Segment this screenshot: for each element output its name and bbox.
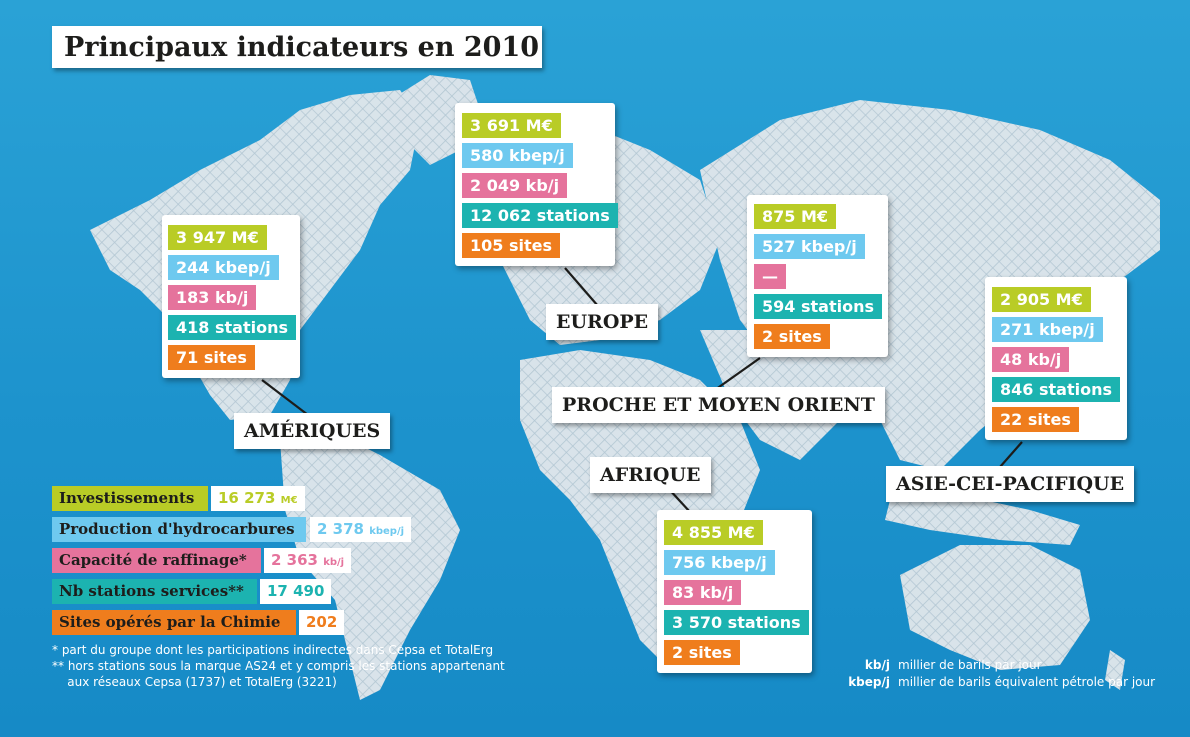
ameriques-raffinage: 183 kb/j — [168, 285, 257, 310]
afrique-stations: 3 570 stations — [664, 610, 809, 635]
units-kbepj: kbep/j millier de barils équivalent pétro… — [842, 674, 1190, 691]
region-label-afrique: AFRIQUE — [590, 457, 711, 493]
proche-orient-sites: 2 sites — [754, 324, 830, 349]
connector-europe — [564, 267, 599, 307]
region-label-asie: ASIE-CEI-PACIFIQUE — [886, 466, 1135, 502]
legend-value-stations: 17 490 — [260, 579, 332, 604]
europe-raffinage: 2 049 kb/j — [462, 173, 568, 198]
proche-orient-stations: 594 stations — [754, 294, 882, 319]
europe-production: 580 kbep/j — [462, 143, 573, 168]
page-title: Principaux indicateurs en 2010 — [52, 26, 542, 68]
legend-label-production: Production d'hydrocarbures — [52, 517, 306, 542]
legend-number-investissements: 16 273 — [218, 489, 276, 507]
region-label-ameriques: AMÉRIQUES — [234, 413, 391, 449]
card-afrique: 4 855 M€ 756 kbep/j 83 kb/j 3 570 statio… — [657, 510, 812, 673]
units-kbj: kb/j millier de barils par jour — [842, 657, 1042, 674]
continent-australia — [900, 545, 1090, 670]
asie-sites: 22 sites — [992, 407, 1079, 432]
afrique-sites: 2 sites — [664, 640, 740, 665]
continent-indonesia — [885, 495, 1080, 545]
connector-ameriques — [261, 379, 313, 419]
ameriques-sites: 71 sites — [168, 345, 255, 370]
proche-orient-investissements: 875 M€ — [754, 204, 837, 229]
continent-south-america — [280, 430, 460, 700]
card-proche-orient: 875 M€ 527 kbep/j — 594 stations 2 sites — [747, 195, 888, 357]
asie-investissements: 2 905 M€ — [992, 287, 1091, 312]
region-label-proche-orient: PROCHE ET MOYEN ORIENT — [552, 387, 885, 423]
legend-unit-production: kbep/j — [369, 526, 405, 537]
card-ameriques: 3 947 M€ 244 kbep/j 183 kb/j 418 station… — [162, 215, 300, 378]
legend-unit-raffinage: kb/j — [323, 557, 345, 568]
legend-unit-investissements: M€ — [280, 495, 298, 506]
ameriques-investissements: 3 947 M€ — [168, 225, 267, 250]
legend-value-sites: 202 — [299, 610, 345, 635]
asie-raffinage: 48 kb/j — [992, 347, 1070, 372]
card-asie: 2 905 M€ 271 kbep/j 48 kb/j 846 stations… — [985, 277, 1127, 440]
units-kbj-desc: millier de barils par jour — [898, 658, 1042, 672]
afrique-raffinage: 83 kb/j — [664, 580, 742, 605]
asie-stations: 846 stations — [992, 377, 1120, 402]
units-kbj-abbr: kb/j — [864, 658, 890, 672]
ameriques-production: 244 kbep/j — [168, 255, 279, 280]
units-kbepj-abbr: kbep/j — [848, 675, 890, 689]
connector-proche-orient — [711, 357, 761, 393]
units-kbepj-desc: millier de barils équivalent pétrole par… — [898, 675, 1156, 689]
legend-label-raffinage: Capacité de raffinage* — [52, 548, 261, 573]
asie-production: 271 kbep/j — [992, 317, 1103, 342]
legend-value-raffinage: 2 363 kb/j — [264, 548, 352, 573]
legend-label-investissements: Investissements — [52, 486, 208, 511]
footnote-1: * part du groupe dont les participations… — [52, 643, 494, 657]
europe-investissements: 3 691 M€ — [462, 113, 561, 138]
legend-value-production: 2 378 kbep/j — [310, 517, 412, 542]
legend-value-investissements: 16 273 M€ — [211, 486, 305, 511]
afrique-production: 756 kbep/j — [664, 550, 775, 575]
europe-stations: 12 062 stations — [462, 203, 618, 228]
afrique-investissements: 4 855 M€ — [664, 520, 763, 545]
continent-new-zealand — [1105, 650, 1125, 690]
card-europe: 3 691 M€ 580 kbep/j 2 049 kb/j 12 062 st… — [455, 103, 618, 266]
europe-sites: 105 sites — [462, 233, 560, 258]
legend-number-raffinage: 2 363 — [271, 551, 318, 569]
ameriques-stations: 418 stations — [168, 315, 296, 340]
legend-number-production: 2 378 — [317, 520, 364, 538]
legend-label-stations: Nb stations services** — [52, 579, 257, 604]
proche-orient-production: 527 kbep/j — [754, 234, 865, 259]
connector-asie — [999, 441, 1023, 468]
region-label-europe: EUROPE — [546, 304, 659, 340]
legend-label-sites: Sites opérés par la Chimie — [52, 610, 296, 635]
footnote-2b: aux réseaux Cepsa (1737) et TotalErg (32… — [52, 675, 337, 689]
proche-orient-raffinage: — — [754, 264, 786, 289]
footnote-2a: ** hors stations sous la marque AS24 et … — [52, 659, 505, 673]
